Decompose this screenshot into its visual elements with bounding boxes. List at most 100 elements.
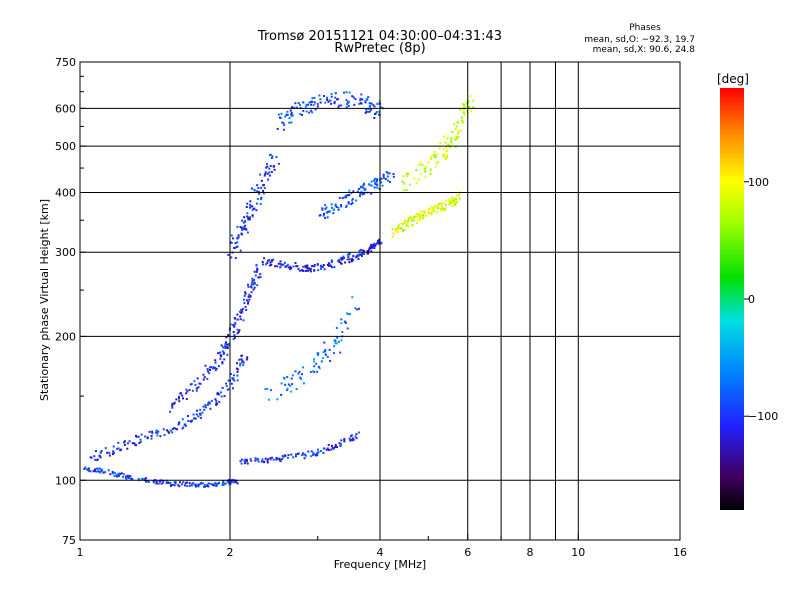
echo-point bbox=[271, 155, 274, 158]
echo-point bbox=[348, 91, 351, 94]
echo-point bbox=[133, 442, 136, 445]
echo-point bbox=[104, 447, 107, 450]
echo-point bbox=[446, 137, 449, 140]
echo-point bbox=[363, 192, 366, 195]
echo-point bbox=[151, 430, 154, 433]
echo-point bbox=[169, 410, 171, 413]
echo-point bbox=[270, 389, 273, 392]
echo-point bbox=[313, 264, 316, 266]
echo-point bbox=[397, 227, 400, 230]
echo-point bbox=[361, 193, 364, 196]
echo-point bbox=[235, 367, 238, 370]
echo-point bbox=[249, 295, 252, 298]
echo-point bbox=[394, 229, 397, 232]
echo-point bbox=[373, 186, 376, 189]
echo-point bbox=[266, 163, 268, 165]
echo-point bbox=[292, 265, 295, 268]
echo-point bbox=[401, 180, 404, 183]
echo-point bbox=[359, 195, 361, 197]
echo-point bbox=[336, 446, 338, 449]
echo-point bbox=[440, 209, 443, 212]
echo-point bbox=[254, 457, 257, 460]
echo-point bbox=[147, 480, 150, 483]
echo-point bbox=[131, 442, 134, 445]
echo-point bbox=[358, 187, 361, 190]
echo-point bbox=[196, 409, 198, 412]
echo-point bbox=[214, 361, 217, 364]
echo-point bbox=[208, 366, 211, 369]
echo-point bbox=[284, 115, 287, 118]
echo-point bbox=[375, 111, 378, 113]
echo-point bbox=[253, 270, 256, 273]
echo-point bbox=[173, 401, 176, 404]
echo-point bbox=[232, 338, 235, 341]
echo-point bbox=[297, 268, 300, 270]
echo-point bbox=[264, 263, 267, 266]
echo-point bbox=[312, 451, 315, 454]
echo-point bbox=[280, 112, 283, 115]
echo-point bbox=[368, 183, 371, 186]
echo-point bbox=[404, 219, 407, 222]
echo-point bbox=[236, 332, 239, 335]
echo-point bbox=[362, 184, 365, 186]
echo-point bbox=[333, 100, 336, 103]
echo-point bbox=[236, 225, 239, 228]
echo-point bbox=[272, 458, 275, 461]
echo-point bbox=[245, 299, 248, 302]
echo-point bbox=[84, 466, 87, 469]
echo-point bbox=[311, 97, 314, 100]
echo-point bbox=[93, 455, 96, 458]
echo-point bbox=[220, 395, 223, 398]
echo-point bbox=[378, 242, 381, 245]
echo-point bbox=[113, 472, 116, 474]
echo-point bbox=[321, 209, 324, 211]
echo-point bbox=[131, 477, 134, 480]
echo-point bbox=[313, 96, 316, 99]
echo-point bbox=[405, 188, 408, 191]
echo-point bbox=[455, 202, 458, 205]
echo-point bbox=[171, 402, 174, 405]
echo-point bbox=[273, 165, 275, 168]
echo-point bbox=[459, 129, 462, 132]
echo-point bbox=[249, 200, 252, 203]
echo-point bbox=[143, 477, 146, 480]
echo-point bbox=[171, 404, 174, 407]
echo-point bbox=[455, 194, 458, 197]
x-axis: 1 2 4 6 8 10 16 bbox=[77, 534, 687, 559]
echo-point bbox=[384, 178, 387, 180]
echo-point bbox=[453, 203, 456, 206]
echo-point bbox=[347, 104, 350, 107]
echo-point bbox=[369, 184, 372, 187]
echo-point bbox=[99, 456, 102, 459]
echo-point bbox=[117, 447, 120, 450]
echo-point bbox=[389, 180, 391, 183]
echo-point bbox=[125, 477, 128, 480]
echo-point bbox=[373, 105, 376, 108]
echo-point bbox=[251, 214, 254, 217]
echo-point bbox=[241, 361, 244, 364]
echo-point bbox=[438, 202, 441, 205]
echo-point bbox=[236, 236, 239, 239]
echo-point bbox=[248, 298, 251, 301]
echo-point bbox=[430, 206, 433, 209]
echo-point bbox=[236, 379, 239, 382]
echo-point bbox=[444, 141, 447, 144]
echo-point bbox=[202, 378, 205, 381]
echo-point bbox=[211, 367, 214, 370]
echo-point bbox=[348, 189, 351, 192]
echo-point bbox=[171, 428, 174, 430]
echo-point bbox=[325, 448, 328, 451]
echo-point bbox=[222, 351, 225, 354]
echo-point bbox=[345, 196, 347, 199]
echo-point bbox=[298, 269, 301, 272]
echo-point bbox=[268, 174, 271, 177]
echo-point bbox=[178, 400, 181, 403]
echo-point bbox=[370, 192, 373, 195]
echo-point bbox=[336, 336, 339, 339]
colorbar-label: [deg] bbox=[717, 72, 749, 86]
echo-point bbox=[434, 156, 437, 159]
echo-point bbox=[236, 362, 238, 365]
echo-point bbox=[329, 264, 332, 267]
echo-point bbox=[338, 261, 341, 264]
